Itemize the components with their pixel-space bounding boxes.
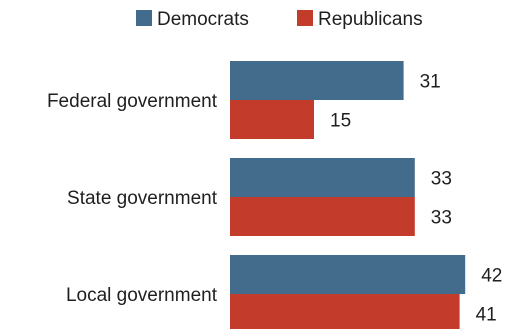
- category-label: Federal government: [47, 91, 218, 112]
- bar-republicans: [230, 100, 314, 139]
- legend-swatch-republicans: [297, 10, 313, 26]
- category-labels: Federal government State government Local …: [47, 91, 218, 306]
- data-label: 41: [476, 305, 497, 326]
- bar-democrats: [230, 61, 404, 100]
- data-label: 33: [431, 169, 452, 190]
- legend-label-republicans: Republicans: [318, 9, 423, 30]
- chart-legend: Democrats Republicans: [136, 9, 423, 30]
- bars-group: [230, 61, 466, 329]
- bar-democrats: [230, 158, 415, 197]
- bar-democrats: [230, 255, 466, 294]
- legend-swatch-democrats: [136, 10, 152, 26]
- bar-republicans: [230, 294, 460, 329]
- data-label: 15: [330, 111, 351, 132]
- data-label: 31: [420, 72, 441, 93]
- value-labels: 31 15 33 33 42 41: [330, 72, 502, 326]
- category-label: Local government: [66, 285, 218, 306]
- legend-label-democrats: Democrats: [157, 9, 249, 30]
- data-label: 33: [431, 208, 452, 229]
- data-label: 42: [481, 266, 502, 287]
- bar-republicans: [230, 197, 415, 236]
- category-label: State government: [67, 188, 218, 209]
